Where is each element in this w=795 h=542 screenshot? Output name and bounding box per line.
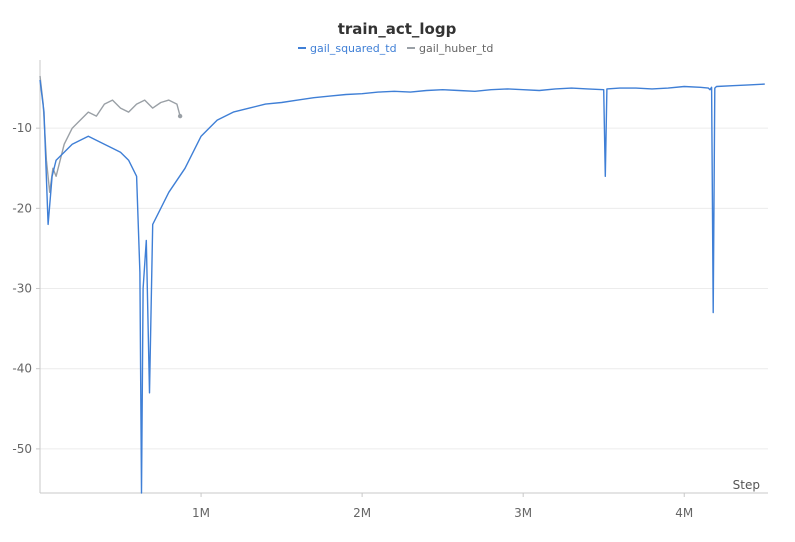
grid xyxy=(40,127,768,450)
series-end-point-gail-huber-td xyxy=(177,113,183,119)
legend: gail_squared_td gail_huber_td xyxy=(298,42,493,55)
series-line-gail-squared-td xyxy=(39,79,765,494)
x-tick-label-0: 1M xyxy=(192,506,210,520)
legend-label-gail-squared-td[interactable]: gail_squared_td xyxy=(310,42,397,55)
ticks: -10 -20 -30 -40 -50 1M 2M 3M 4M xyxy=(12,121,693,520)
x-axis-label: Step xyxy=(733,478,760,492)
y-tick-label-4: -50 xyxy=(12,442,32,456)
y-tick-label-0: -10 xyxy=(12,121,32,135)
x-tick-label-1: 2M xyxy=(353,506,371,520)
legend-label-gail-huber-td[interactable]: gail_huber_td xyxy=(419,42,493,55)
x-tick-label-3: 4M xyxy=(675,506,693,520)
y-tick-label-2: -30 xyxy=(12,282,32,296)
y-tick-label-1: -20 xyxy=(12,201,32,215)
y-tick-label-3: -40 xyxy=(12,362,32,376)
chart-title: train_act_logp xyxy=(338,20,457,38)
x-tick-label-2: 3M xyxy=(514,506,532,520)
series-lines xyxy=(39,75,765,494)
axes xyxy=(39,60,768,494)
series-line-gail-huber-td xyxy=(39,75,181,194)
